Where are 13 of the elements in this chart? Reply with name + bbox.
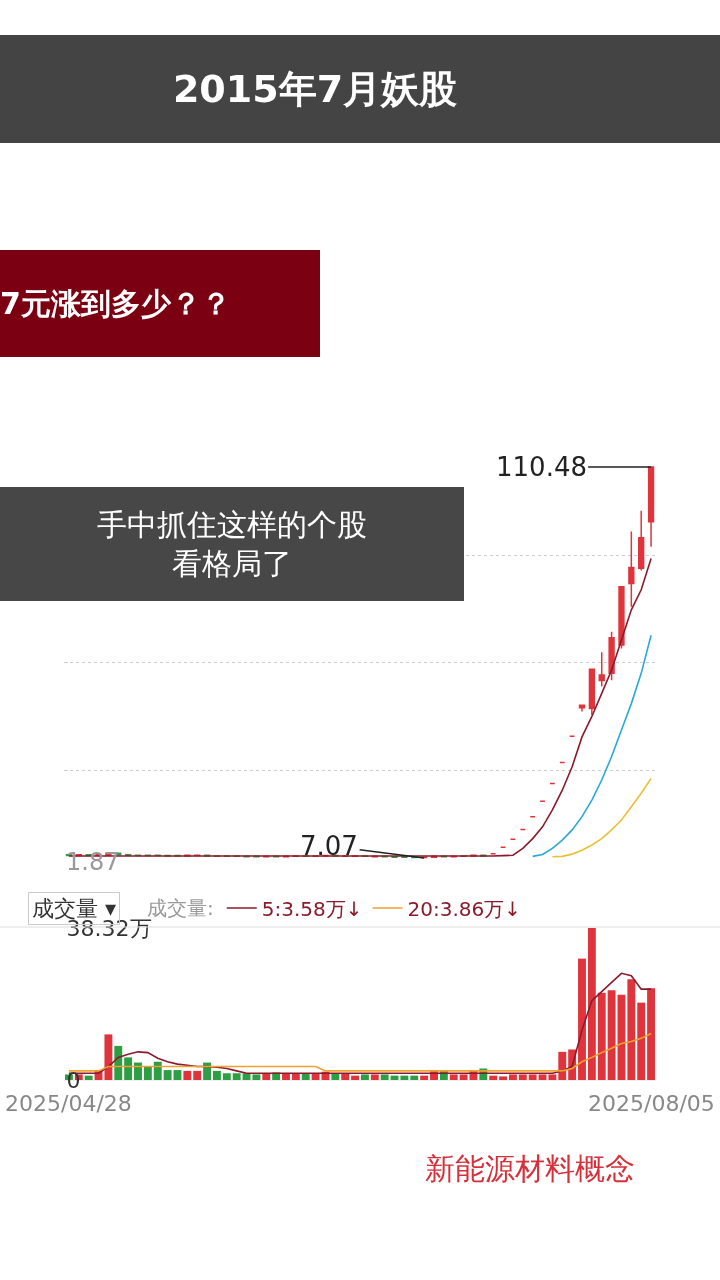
annotation: 1.87 xyxy=(66,848,120,876)
legend-label: 5:3.58万↓ xyxy=(261,896,363,921)
x-tick-label: 2025/04/28 xyxy=(5,1091,132,1116)
picture-text-box: 7元涨到多少？？ xyxy=(0,250,320,357)
annotation: 7.07 xyxy=(300,831,358,861)
legend-title: 成交量: xyxy=(147,895,214,920)
picture-text-box: 手中抓住这样的个股看格局了 xyxy=(0,487,464,601)
legend-label: 20:3.86万↓ xyxy=(407,896,521,921)
text: 新能源材料概念 xyxy=(425,1151,635,1186)
chart-title: 2015年7月妖股 xyxy=(172,67,458,112)
x-tick-label: 2025/08/05 xyxy=(588,1091,715,1116)
annotation: 手中抓住这样的个股看格局了 xyxy=(97,507,367,581)
annotation: 110.48 xyxy=(496,452,587,482)
